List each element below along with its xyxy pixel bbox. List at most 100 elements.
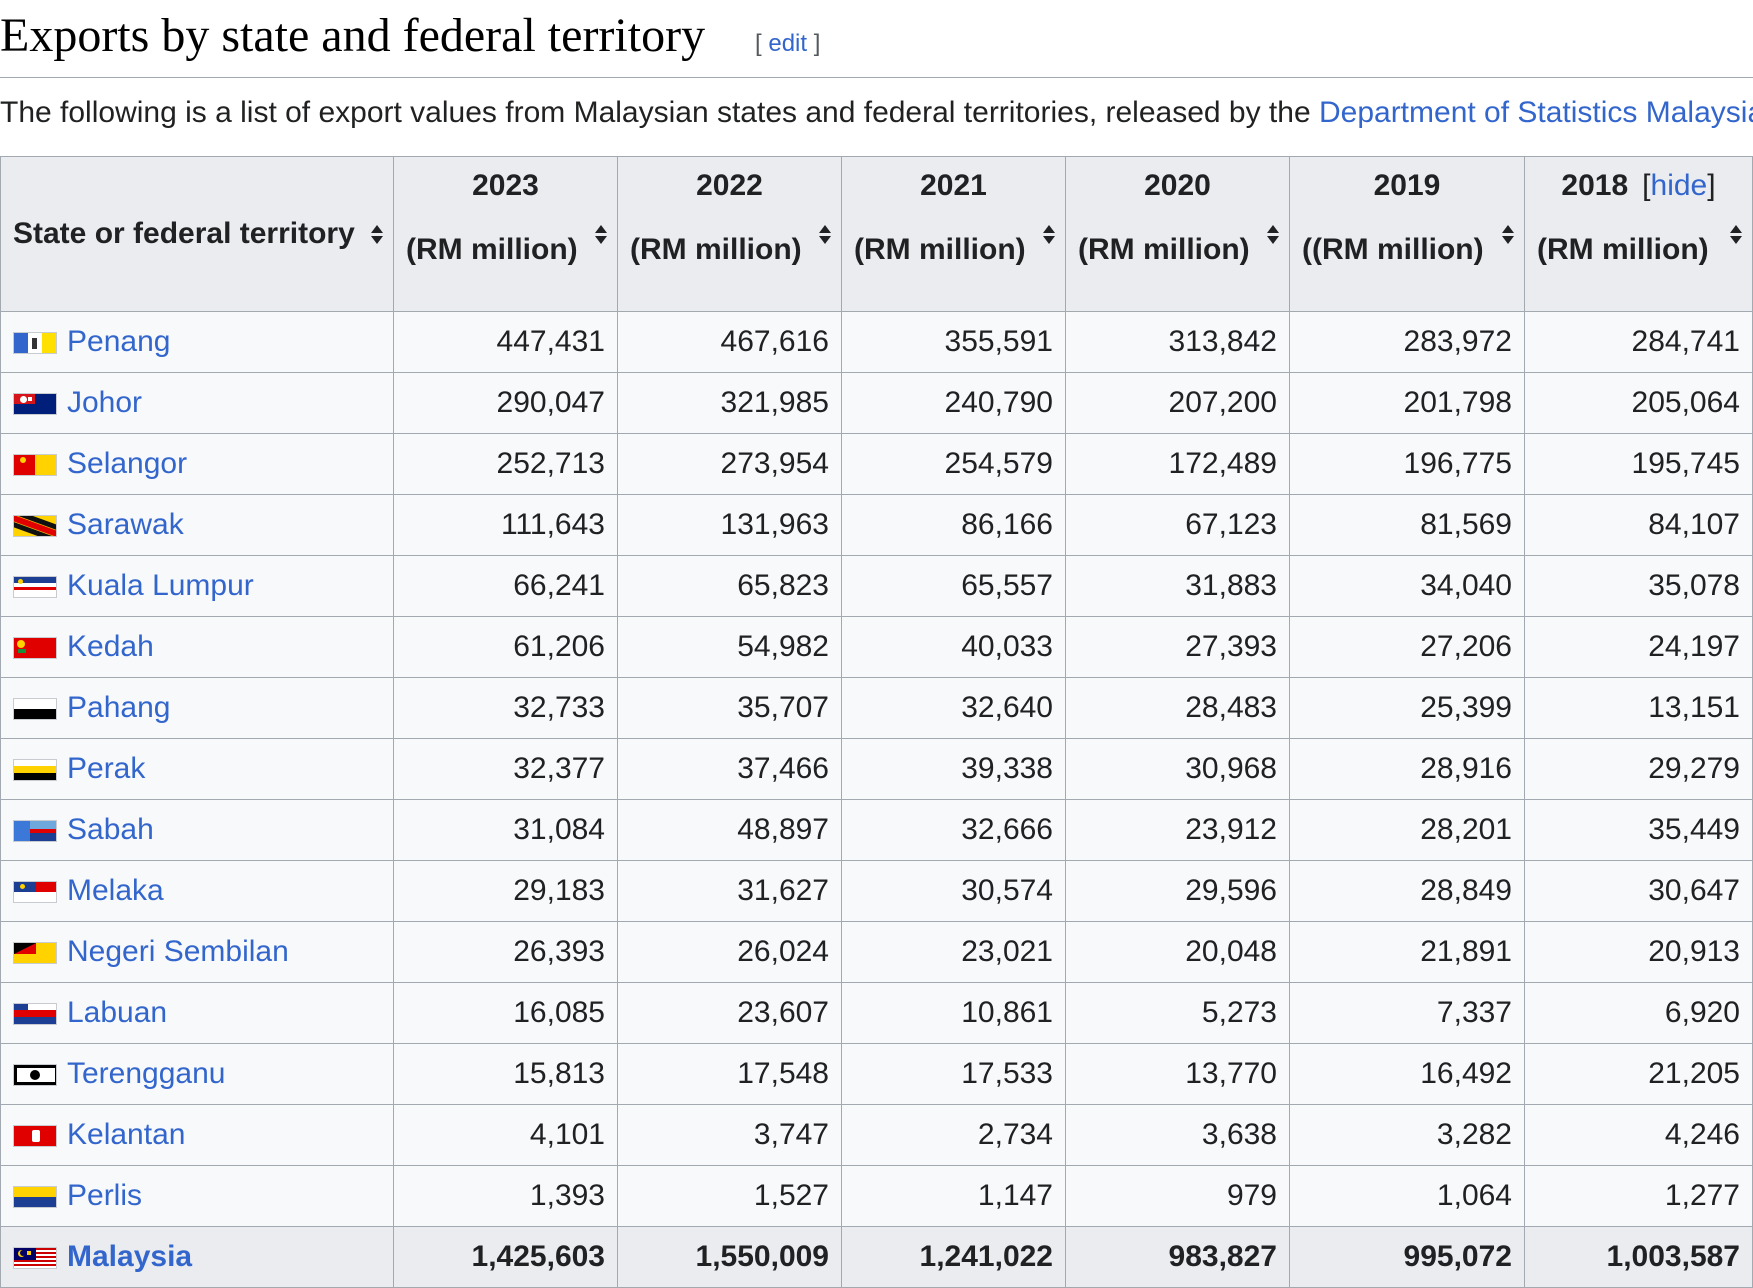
- state-cell: Pahang: [0, 677, 394, 739]
- table-row: Penang 447,431 467,616 355,591 313,842 283,97…: [0, 311, 1753, 373]
- state-link[interactable]: Sarawak: [67, 508, 184, 542]
- hide-link[interactable]: hide: [1650, 169, 1708, 202]
- value-cell: 28,483: [1065, 677, 1290, 739]
- year-label: 2021: [920, 169, 987, 202]
- state-link[interactable]: Perak: [67, 752, 146, 786]
- table-row: Negeri Sembilan 26,393 26,024 23,021 20,048 2…: [0, 921, 1753, 983]
- year-column-header[interactable]: 2022 (RM million): [617, 156, 842, 312]
- dosm-link[interactable]: Department of Statistics Malaysia: [1318, 96, 1753, 129]
- state-link[interactable]: Johor: [67, 386, 143, 420]
- edit-link[interactable]: edit: [768, 30, 808, 57]
- table-body: Penang 447,431 467,616 355,591 313,842 283,97…: [0, 311, 1753, 1288]
- value-cell: 40,033: [841, 616, 1066, 678]
- year-column-header[interactable]: 2019 ((RM million): [1289, 156, 1525, 312]
- value-cell: 2,734: [841, 1104, 1066, 1166]
- year-column-header[interactable]: 2020 (RM million): [1065, 156, 1290, 312]
- value-cell: 16,492: [1289, 1043, 1525, 1105]
- state-link[interactable]: Pahang: [67, 691, 171, 725]
- state-link[interactable]: Kuala Lumpur: [67, 569, 254, 603]
- value-cell: 1,277: [1524, 1165, 1753, 1227]
- value-cell: 26,393: [393, 921, 618, 983]
- state-link[interactable]: Melaka: [67, 874, 164, 908]
- year-label: 2020: [1144, 169, 1211, 202]
- sort-icon[interactable]: [1502, 225, 1514, 245]
- value-cell: 355,591: [841, 311, 1066, 373]
- state-cell: Kuala Lumpur: [0, 555, 394, 617]
- sort-icon[interactable]: [1267, 225, 1279, 245]
- state-link[interactable]: Kedah: [67, 630, 154, 664]
- unit-label: (RM million): [630, 233, 802, 266]
- year-label: 2018: [1561, 169, 1629, 202]
- state-link[interactable]: Penang: [67, 325, 171, 359]
- value-cell: 29,596: [1065, 860, 1290, 922]
- unit-label: (RM million): [854, 233, 1026, 266]
- sort-icon[interactable]: [1043, 225, 1055, 245]
- negeri-sembilan-flag-icon: [13, 941, 57, 964]
- value-cell: 30,968: [1065, 738, 1290, 800]
- value-cell: 6,920: [1524, 982, 1753, 1044]
- state-cell: Perak: [0, 738, 394, 800]
- value-cell: 35,707: [617, 677, 842, 739]
- state-link[interactable]: Negeri Sembilan: [67, 935, 289, 969]
- year-column-header[interactable]: 2023 (RM million): [393, 156, 618, 312]
- value-cell: 17,533: [841, 1043, 1066, 1105]
- table-row: Labuan 16,085 23,607 10,861 5,273 7,337 6,920: [0, 982, 1753, 1044]
- value-cell: 32,377: [393, 738, 618, 800]
- value-cell: 321,985: [617, 372, 842, 434]
- state-cell: Kedah: [0, 616, 394, 678]
- value-cell: 3,747: [617, 1104, 842, 1166]
- intro-paragraph: The following is a list of export values…: [0, 96, 1753, 130]
- value-cell: 995,072: [1289, 1226, 1525, 1288]
- unit-label: ((RM million): [1302, 233, 1484, 266]
- state-cell: Melaka: [0, 860, 394, 922]
- kelantan-flag-icon: [13, 1124, 57, 1147]
- state-cell: Penang: [0, 311, 394, 373]
- state-column-header[interactable]: State or federal territory: [0, 156, 394, 312]
- value-cell: 48,897: [617, 799, 842, 861]
- state-link[interactable]: Sabah: [67, 813, 154, 847]
- value-cell: 3,282: [1289, 1104, 1525, 1166]
- value-cell: 35,078: [1524, 555, 1753, 617]
- state-link[interactable]: Labuan: [67, 996, 168, 1030]
- year-column-header[interactable]: 2018 [hide] (RM million): [1524, 156, 1753, 312]
- value-cell: 313,842: [1065, 311, 1290, 373]
- state-cell: Terengganu: [0, 1043, 394, 1105]
- labuan-flag-icon: [13, 1002, 57, 1025]
- value-cell: 111,643: [393, 494, 618, 556]
- sort-icon[interactable]: [595, 225, 607, 245]
- value-cell: 20,913: [1524, 921, 1753, 983]
- state-link[interactable]: Malaysia: [67, 1240, 193, 1274]
- value-cell: 84,107: [1524, 494, 1753, 556]
- malaysia-flag-icon: [13, 1246, 57, 1269]
- sort-icon[interactable]: [1730, 225, 1742, 245]
- sort-icon[interactable]: [819, 225, 831, 245]
- value-cell: 5,273: [1065, 982, 1290, 1044]
- year-column-header[interactable]: 2021 (RM million): [841, 156, 1066, 312]
- unit-label: (RM million): [1078, 233, 1250, 266]
- value-cell: 983,827: [1065, 1226, 1290, 1288]
- value-cell: 39,338: [841, 738, 1066, 800]
- state-header-label: State or federal territory: [13, 217, 355, 250]
- sort-icon[interactable]: [371, 225, 383, 245]
- value-cell: 207,200: [1065, 372, 1290, 434]
- value-cell: 284,741: [1524, 311, 1753, 373]
- state-link[interactable]: Perlis: [67, 1179, 143, 1213]
- state-link[interactable]: Selangor: [67, 447, 188, 481]
- table-row: Perlis 1,393 1,527 1,147 979 1,064 1,277: [0, 1165, 1753, 1227]
- state-link[interactable]: Terengganu: [67, 1057, 226, 1091]
- kuala-lumpur-flag-icon: [13, 575, 57, 598]
- value-cell: 30,647: [1524, 860, 1753, 922]
- value-cell: 81,569: [1289, 494, 1525, 556]
- value-cell: 467,616: [617, 311, 842, 373]
- state-cell: Selangor: [0, 433, 394, 495]
- value-cell: 17,548: [617, 1043, 842, 1105]
- value-cell: 32,733: [393, 677, 618, 739]
- edit-section: [ edit ]: [755, 30, 821, 57]
- value-cell: 131,963: [617, 494, 842, 556]
- value-cell: 240,790: [841, 372, 1066, 434]
- sarawak-flag-icon: [13, 514, 57, 537]
- state-link[interactable]: Kelantan: [67, 1118, 186, 1152]
- value-cell: 31,627: [617, 860, 842, 922]
- value-cell: 13,770: [1065, 1043, 1290, 1105]
- value-cell: 252,713: [393, 433, 618, 495]
